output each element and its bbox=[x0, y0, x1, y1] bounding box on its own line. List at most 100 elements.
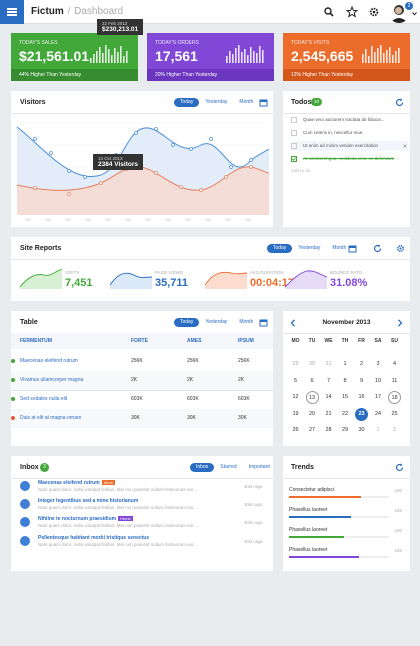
tab-month[interactable]: Month bbox=[239, 99, 254, 105]
brand-name[interactable]: Fictum bbox=[31, 6, 64, 17]
inbox-message[interactable]: Maecenas eleifend rutrum Work Nam quam do… bbox=[20, 480, 268, 498]
calendar-day[interactable]: 1 bbox=[376, 427, 380, 433]
calendar-day[interactable]: 4 bbox=[392, 361, 397, 367]
close-icon[interactable] bbox=[403, 144, 407, 148]
calendar-day[interactable]: 19 bbox=[292, 410, 299, 417]
tab-month[interactable]: Month bbox=[332, 245, 347, 251]
calendar-icon[interactable] bbox=[259, 318, 268, 327]
stat-footer: 12% Higher Than Yesterday bbox=[283, 69, 410, 81]
tab-month[interactable]: Month bbox=[239, 319, 254, 325]
calendar-day[interactable]: 26 bbox=[292, 427, 299, 433]
table-cell[interactable]: Duis at elit at magna ornare bbox=[20, 415, 82, 421]
calendar-day[interactable]: 2 bbox=[359, 361, 364, 367]
inbox-message[interactable]: Integer legentibus sed a mine historianu… bbox=[20, 498, 268, 516]
todo-item[interactable]: Ut enim ad minim veniam exercitation bbox=[291, 141, 409, 151]
calendar-day[interactable]: 15 bbox=[341, 394, 349, 400]
chevron-left-icon[interactable] bbox=[290, 319, 296, 327]
todo-item-done[interactable]: At nimirus lingua, vestibula crise ex de… bbox=[291, 154, 409, 164]
avatar[interactable] bbox=[388, 1, 410, 23]
calendar-day[interactable]: 30 bbox=[358, 427, 365, 433]
calendar-day[interactable]: 9 bbox=[359, 377, 364, 384]
sparkbar bbox=[262, 50, 264, 63]
trend-bar bbox=[289, 496, 389, 498]
calendar-day[interactable]: 17 bbox=[374, 394, 382, 400]
calendar-day[interactable]: 30 bbox=[308, 361, 316, 367]
calendar-day[interactable]: 10 bbox=[374, 377, 382, 384]
refresh-icon[interactable] bbox=[373, 244, 382, 253]
checkbox[interactable] bbox=[291, 117, 297, 123]
table-cell[interactable]: Sed sodales nulla elit bbox=[20, 396, 68, 402]
calendar-day[interactable]: 8 bbox=[343, 377, 347, 384]
calendar-day[interactable]: 28 bbox=[325, 427, 332, 433]
gear-icon[interactable] bbox=[396, 244, 405, 253]
chevron-right-icon[interactable] bbox=[397, 319, 403, 327]
stat-tooltip: 22 Feb 2013 $230,213.01 bbox=[97, 19, 144, 35]
calendar-day[interactable]: 12 bbox=[292, 394, 299, 400]
search-icon[interactable] bbox=[323, 6, 335, 18]
tab-yesterday[interactable]: Yesterday bbox=[298, 245, 321, 251]
column-header[interactable]: Ipsum bbox=[238, 338, 254, 344]
calendar-day[interactable]: 2 bbox=[392, 427, 397, 433]
menu-button[interactable] bbox=[0, 0, 24, 24]
tab-starred[interactable]: Starred bbox=[220, 464, 237, 470]
column-header[interactable]: Ames bbox=[187, 338, 202, 344]
sparkbar bbox=[226, 56, 228, 63]
inbox-message[interactable]: Pellentesque habitant morbi tristique se… bbox=[20, 535, 268, 553]
calendar-day[interactable]: 5 bbox=[293, 377, 298, 384]
checkbox[interactable] bbox=[291, 130, 297, 136]
chevron-down-icon[interactable] bbox=[412, 12, 417, 16]
checkbox[interactable] bbox=[291, 143, 297, 149]
table-row[interactable]: Vivamus ullamcorper magna 2K 2K 2K bbox=[11, 371, 273, 390]
calendar-day[interactable]: 29 bbox=[341, 427, 349, 433]
calendar-day[interactable]: 31 bbox=[325, 361, 332, 367]
tab-today[interactable]: Today bbox=[267, 244, 293, 253]
todo-item[interactable]: Cum ceteris in, nescellur mue. bbox=[291, 128, 409, 138]
calendar-day[interactable]: 21 bbox=[325, 410, 332, 417]
tab-today[interactable]: Today bbox=[174, 98, 200, 107]
calendar-day[interactable]: 18 bbox=[388, 391, 401, 404]
inbox-message[interactable]: Nihilne te nocturnum praesidium Home Nam … bbox=[20, 516, 268, 534]
add-todo-input[interactable]: Add to do bbox=[291, 168, 311, 173]
sparkbar bbox=[395, 51, 397, 63]
calendar-day[interactable]: 7 bbox=[326, 377, 331, 384]
table-row[interactable]: Sed sodales nulla elit 603K 603K 603K bbox=[11, 390, 273, 409]
breadcrumb: Fictum / Dashboard bbox=[31, 6, 123, 17]
svg-text:100: 100 bbox=[245, 218, 251, 222]
calendar-icon[interactable] bbox=[259, 98, 268, 107]
calendar-day[interactable]: 25 bbox=[391, 410, 398, 417]
calendar-day[interactable]: 24 bbox=[374, 410, 382, 417]
refresh-icon[interactable] bbox=[395, 98, 404, 107]
todo-item[interactable]: Quae vero auctorem tractata ab fiducia..… bbox=[291, 115, 409, 125]
calendar-day[interactable]: 23 bbox=[355, 407, 368, 421]
table-cell[interactable]: Vivamus ullamcorper magna bbox=[20, 377, 84, 383]
checkbox-checked[interactable] bbox=[291, 156, 297, 162]
calendar-day[interactable]: 20 bbox=[308, 410, 316, 417]
calendar-day[interactable]: 3 bbox=[376, 361, 380, 367]
calendar-day[interactable]: 29 bbox=[292, 361, 299, 367]
calendar-day[interactable]: 6 bbox=[310, 377, 314, 384]
tooltip-date: 13 Oct 2013 bbox=[98, 156, 123, 161]
column-header[interactable]: Fermentum bbox=[20, 338, 52, 344]
table-cell[interactable]: Maecenas eleifend rutrum bbox=[20, 358, 78, 364]
table-row[interactable]: Duis at elit at magna ornare 30K 30K 30K bbox=[11, 409, 273, 428]
calendar-day[interactable]: 11 bbox=[391, 377, 398, 384]
calendar-day[interactable]: 14 bbox=[325, 394, 332, 400]
calendar-icon[interactable] bbox=[348, 244, 357, 253]
calendar-day[interactable]: 13 bbox=[305, 391, 319, 404]
weekday-label: FR bbox=[358, 338, 365, 344]
calendar-day[interactable]: 27 bbox=[308, 427, 316, 433]
tab-important[interactable]: Important bbox=[248, 464, 270, 470]
tab-yesterday[interactable]: Yesterday bbox=[205, 319, 228, 325]
gear-icon[interactable] bbox=[368, 6, 380, 18]
table-row[interactable]: Maecenas eleifend rutrum 256K 256K 256K bbox=[11, 352, 273, 371]
tab-inbox[interactable]: Inbox bbox=[190, 463, 215, 472]
refresh-icon[interactable] bbox=[395, 463, 404, 472]
calendar-day[interactable]: 16 bbox=[358, 394, 365, 400]
table-cell: 603K bbox=[131, 396, 143, 402]
tab-yesterday[interactable]: Yesterday bbox=[205, 99, 228, 105]
calendar-day[interactable]: 22 bbox=[341, 410, 349, 417]
star-icon[interactable] bbox=[346, 6, 358, 18]
tab-today[interactable]: Today bbox=[174, 318, 200, 327]
column-header[interactable]: Forte bbox=[131, 338, 148, 344]
calendar-day[interactable]: 1 bbox=[343, 361, 347, 367]
